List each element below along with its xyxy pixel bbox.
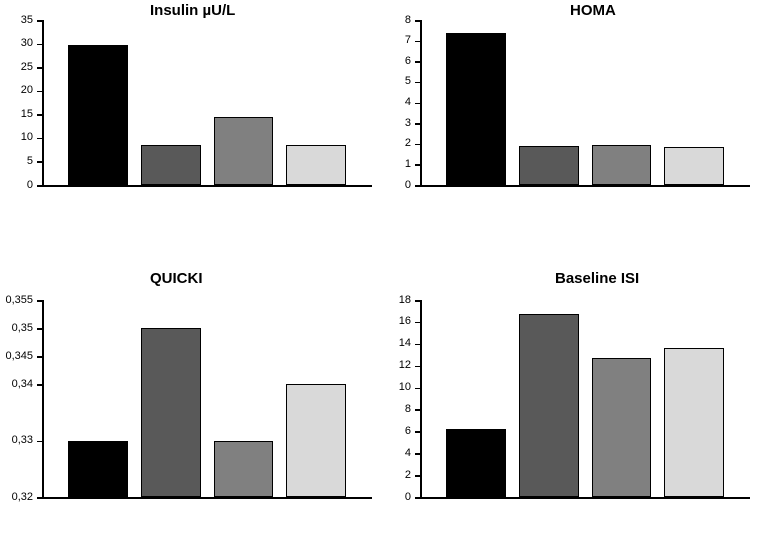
bar — [141, 145, 201, 185]
y-tick — [37, 441, 42, 443]
bar — [68, 441, 128, 497]
y-tick-label: 6 — [375, 426, 411, 437]
bar — [286, 145, 346, 185]
y-tick-label: 8 — [375, 15, 411, 26]
y-tick — [37, 356, 42, 358]
y-tick — [37, 300, 42, 302]
y-tick-label: 0 — [375, 492, 411, 503]
y-tick — [415, 453, 420, 455]
chart-title: QUICKI — [150, 270, 203, 287]
y-tick-label: 12 — [375, 360, 411, 371]
y-tick — [37, 497, 42, 499]
y-tick-label: 3 — [375, 118, 411, 129]
y-tick-label: 10 — [0, 132, 33, 143]
y-tick-label: 0,32 — [0, 492, 33, 503]
y-tick-label: 4 — [375, 448, 411, 459]
y-tick — [37, 114, 42, 116]
y-tick-label: 18 — [375, 295, 411, 306]
y-tick — [37, 20, 42, 22]
y-tick-label: 8 — [375, 404, 411, 415]
y-tick — [415, 103, 420, 105]
y-tick — [37, 384, 42, 386]
y-tick — [415, 300, 420, 302]
y-tick — [415, 164, 420, 166]
y-tick-label: 20 — [0, 85, 33, 96]
x-axis — [42, 497, 372, 499]
y-tick — [415, 185, 420, 187]
y-tick — [415, 475, 420, 477]
bar — [592, 358, 652, 497]
y-tick — [415, 41, 420, 43]
y-tick-label: 6 — [375, 56, 411, 67]
y-tick-label: 16 — [375, 316, 411, 327]
y-tick — [37, 328, 42, 330]
y-tick-label: 0,355 — [0, 295, 33, 306]
y-tick-label: 0,33 — [0, 435, 33, 446]
y-axis — [420, 300, 422, 499]
y-tick — [37, 44, 42, 46]
y-tick — [415, 123, 420, 125]
y-tick — [37, 91, 42, 93]
bar — [214, 441, 274, 497]
y-tick — [415, 497, 420, 499]
y-tick — [415, 82, 420, 84]
y-tick-label: 1 — [375, 159, 411, 170]
y-tick — [415, 322, 420, 324]
y-tick-label: 0 — [0, 180, 33, 191]
x-axis — [42, 185, 372, 187]
y-tick — [415, 409, 420, 411]
y-tick-label: 15 — [0, 109, 33, 120]
bar — [519, 314, 579, 497]
y-axis — [420, 20, 422, 187]
y-tick — [415, 431, 420, 433]
bar — [141, 328, 201, 497]
y-tick — [37, 67, 42, 69]
y-tick — [415, 61, 420, 63]
bar — [664, 147, 724, 185]
y-tick-label: 0,35 — [0, 323, 33, 334]
bar — [664, 348, 724, 497]
y-tick-label: 10 — [375, 382, 411, 393]
y-tick-label: 0,345 — [0, 351, 33, 362]
bar — [592, 145, 652, 185]
y-tick-label: 14 — [375, 338, 411, 349]
bar — [214, 117, 274, 185]
bar — [446, 429, 506, 497]
y-tick — [415, 20, 420, 22]
y-tick-label: 35 — [0, 15, 33, 26]
x-axis — [420, 185, 750, 187]
y-tick-label: 0,34 — [0, 379, 33, 390]
y-tick — [37, 138, 42, 140]
y-tick-label: 5 — [375, 76, 411, 87]
y-axis — [42, 300, 44, 499]
y-axis — [42, 20, 44, 187]
y-tick-label: 30 — [0, 38, 33, 49]
y-tick-label: 0 — [375, 180, 411, 191]
bar — [446, 33, 506, 185]
chart-title: Insulin µU/L — [150, 2, 235, 19]
y-tick-label: 5 — [0, 156, 33, 167]
bar — [68, 45, 128, 185]
bar — [519, 146, 579, 185]
x-axis — [420, 497, 750, 499]
bar — [286, 384, 346, 497]
y-tick-label: 7 — [375, 35, 411, 46]
y-tick — [415, 144, 420, 146]
y-tick-label: 25 — [0, 62, 33, 73]
y-tick — [415, 388, 420, 390]
chart-title: HOMA — [570, 2, 616, 19]
y-tick — [37, 185, 42, 187]
y-tick — [415, 366, 420, 368]
y-tick-label: 4 — [375, 97, 411, 108]
chart-title: Baseline ISI — [555, 270, 639, 287]
y-tick — [37, 161, 42, 163]
y-tick — [415, 344, 420, 346]
y-tick-label: 2 — [375, 470, 411, 481]
y-tick-label: 2 — [375, 138, 411, 149]
